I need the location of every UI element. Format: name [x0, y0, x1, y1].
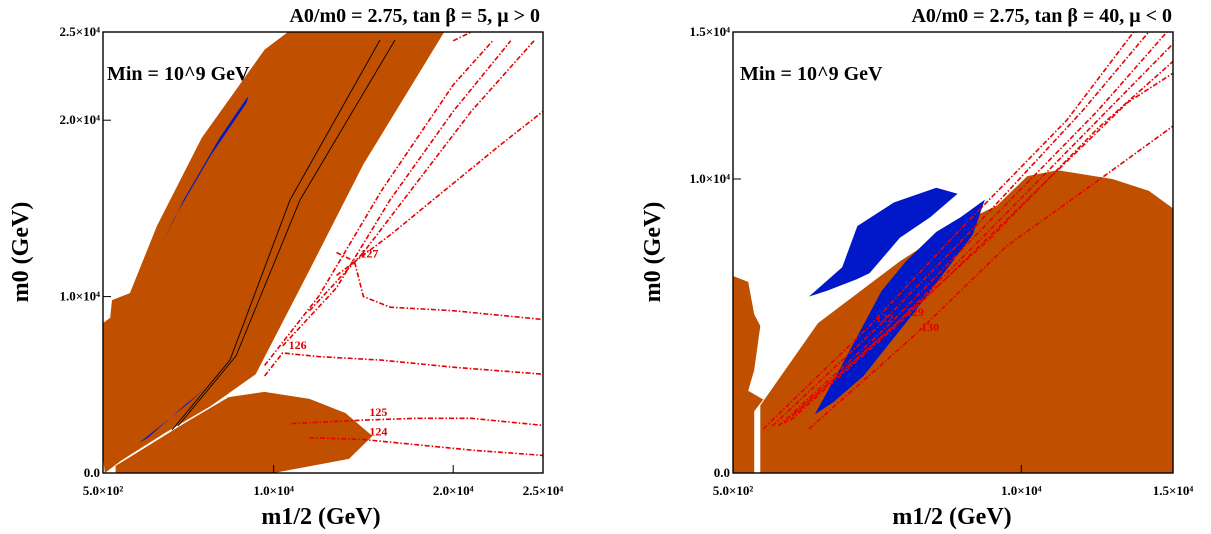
right-y-axis-label: m0 (GeV) [640, 202, 666, 303]
y-tick-label: 1.0×10⁴ [59, 289, 100, 304]
contour-label: 130 [921, 320, 939, 334]
right-y-ticks: 0.0 1.0×10⁴ 1.5×10⁴ [689, 24, 741, 480]
left-contours [263, 32, 543, 457]
excluded-region-2 [814, 199, 985, 415]
contour-label: 124 [369, 425, 387, 439]
higgs-mass-contour-1 [291, 417, 543, 427]
contour-label: 127 [360, 246, 378, 260]
left-black-boundary-2 [177, 39, 396, 427]
y-tick-label: 1.0×10⁴ [689, 171, 730, 186]
y-tick-label: 2.0×10⁴ [59, 112, 100, 127]
higgs-mass-contour-4 [777, 32, 1168, 427]
right-x-ticks: 5.0×10² 1.0×10⁴ 1.5×10⁴ [713, 465, 1194, 498]
contour-label: 122 [876, 311, 894, 325]
x-tick-label: 5.0×10² [713, 483, 754, 498]
x-tick-label: 2.5×10⁴ [523, 483, 564, 498]
right-contours [762, 32, 1173, 430]
y-tick-label: 0.0 [714, 465, 730, 480]
right-x-axis-label: m1/2 (GeV) [892, 504, 1011, 530]
higgs-mass-contour-8 [452, 32, 472, 42]
left-plot-frame [102, 31, 544, 474]
x-tick-label: 1.0×10⁴ [253, 483, 294, 498]
excluded-region-1 [760, 170, 1173, 473]
higgs-mass-contour-4 [263, 40, 494, 366]
excluded-region-0 [103, 32, 445, 473]
right-title: A0/m0 = 2.75, tan β = 40, μ < 0 [911, 5, 1172, 27]
x-tick-label: 1.0×10⁴ [1001, 483, 1042, 498]
higgs-mass-contour-0 [309, 436, 543, 457]
left-x-axis-label: m1/2 (GeV) [261, 504, 380, 530]
higgs-mass-contour-2 [263, 352, 543, 377]
y-tick-label: 2.5×10⁴ [59, 24, 100, 39]
right-inset-label: Min = 10^9 GeV [740, 63, 883, 85]
excluded-region-0 [733, 276, 764, 473]
contour-label: 129 [906, 305, 924, 319]
higgs-mass-contour-7 [336, 110, 543, 277]
higgs-mass-contour-0 [762, 32, 1135, 430]
left-x-ticks: 5.0×10² 1.0×10⁴ 2.0×10⁴ 2.5×10⁴ [83, 465, 564, 498]
left-y-ticks: 0.0 1.0×10⁴ 2.0×10⁴ 2.5×10⁴ [59, 24, 111, 480]
higgs-mass-contour-3 [336, 251, 543, 321]
left-y-axis-label: m0 (GeV) [8, 202, 34, 303]
left-panel: A0/m0 = 2.75, tan β = 5, μ > 0 Min = 10^… [8, 5, 563, 530]
y-tick-label: 0.0 [84, 465, 100, 480]
higgs-mass-contour-3 [771, 32, 1150, 427]
x-tick-label: 2.0×10⁴ [433, 483, 474, 498]
y-tick-label: 1.5×10⁴ [689, 24, 730, 39]
right-plot-frame [732, 31, 1174, 474]
left-black-boundary-1 [171, 39, 381, 431]
right-panel: A0/m0 = 2.75, tan β = 40, μ < 0 Min = 10… [640, 5, 1193, 530]
excluded-region-2 [162, 95, 249, 244]
higgs-mass-contour-5 [282, 40, 512, 347]
left-contour-labels: 124 125 126 127 [289, 246, 388, 438]
higgs-mass-contour-2 [808, 125, 1173, 430]
right-regions [733, 170, 1173, 473]
x-tick-label: 5.0×10² [83, 483, 124, 498]
excluded-region-1 [115, 391, 373, 473]
left-regions [103, 32, 445, 473]
higgs-mass-contour-6 [308, 40, 535, 312]
contour-label: 125 [369, 405, 387, 419]
excluded-region-3 [138, 388, 206, 443]
higgs-mass-contour-5 [784, 43, 1173, 424]
left-inset-label: Min = 10^9 GeV [107, 63, 250, 85]
contour-label: 126 [289, 338, 307, 352]
left-title: A0/m0 = 2.75, tan β = 5, μ > 0 [289, 5, 540, 27]
x-tick-label: 1.5×10⁴ [1153, 483, 1194, 498]
excluded-region-3 [808, 187, 958, 297]
